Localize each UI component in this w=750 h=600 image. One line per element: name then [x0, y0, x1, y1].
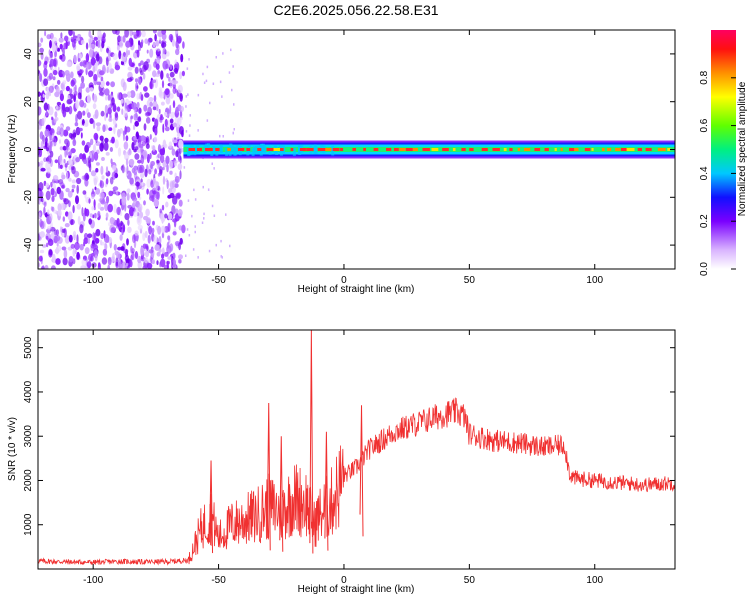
y-tick-label: 20	[23, 96, 34, 108]
snr-spike	[309, 330, 314, 554]
x-tick-label: -50	[211, 275, 226, 286]
snr-series-line	[38, 397, 675, 566]
x-tick-label: 0	[341, 575, 347, 586]
x-tick-label: 100	[586, 575, 603, 586]
colorbar-gradient	[711, 30, 736, 269]
x-tick-label: 100	[586, 275, 603, 286]
snr-spike	[266, 403, 271, 551]
y-tick-label: 5000	[23, 336, 34, 359]
snr-spike	[209, 460, 214, 554]
y-tick-label: 0	[23, 146, 34, 152]
colorbar-tick-label: 0.4	[699, 166, 710, 180]
colorbar-tick-label: 0.0	[699, 262, 710, 276]
snr-spike	[359, 405, 364, 537]
x-tick-label: 50	[464, 575, 476, 586]
snr-spike	[324, 431, 329, 551]
spectrogram-ylabel: Frequency (Hz)	[7, 115, 18, 184]
y-tick-label: -20	[23, 190, 34, 205]
colorbar-tick-label: 0.8	[699, 70, 710, 84]
snr-spikes	[209, 330, 364, 554]
y-tick-label: 4000	[23, 380, 34, 403]
spectrogram-panel: -100 -50 0 50 100 -40 -20 0 20 40 Height of strai…	[7, 29, 676, 295]
snr-frame	[37, 329, 676, 570]
colorbar-label: Normalized spectral amplitude	[737, 81, 748, 216]
spectrogram-xlabel: Height of straight line (km)	[298, 284, 415, 295]
colorbar-tick-label: 0.6	[699, 118, 710, 132]
colorbar-tick-label: 0.2	[699, 214, 710, 228]
snr-spike	[279, 436, 284, 552]
colorbar: 0.0 0.2 0.4 0.6 0.8 Normalized spectral ampl…	[699, 30, 748, 276]
y-tick-label: 3000	[23, 425, 34, 448]
x-tick-label: 50	[464, 275, 476, 286]
y-tick-label: 2000	[23, 469, 34, 492]
snr-xlabel: Height of straight line (km)	[298, 584, 415, 595]
x-tick-label: -100	[83, 575, 103, 586]
x-tick-label: -50	[211, 575, 226, 586]
signal-band	[183, 140, 675, 159]
noise-speckles	[38, 30, 235, 269]
x-tick-label: 0	[341, 275, 347, 286]
y-tick-label: -40	[23, 237, 34, 252]
y-tick-label: 40	[23, 48, 34, 60]
snr-panel: -100 -50 0 50 100 1000 2000 3000 4000 5000 Height…	[7, 329, 676, 595]
snr-ylabel: SNR (10 * v/v)	[7, 417, 18, 481]
figure-title: C2E6.2025.056.22.58.E31	[273, 2, 438, 18]
y-tick-label: 1000	[23, 513, 34, 536]
x-tick-label: -100	[83, 275, 103, 286]
